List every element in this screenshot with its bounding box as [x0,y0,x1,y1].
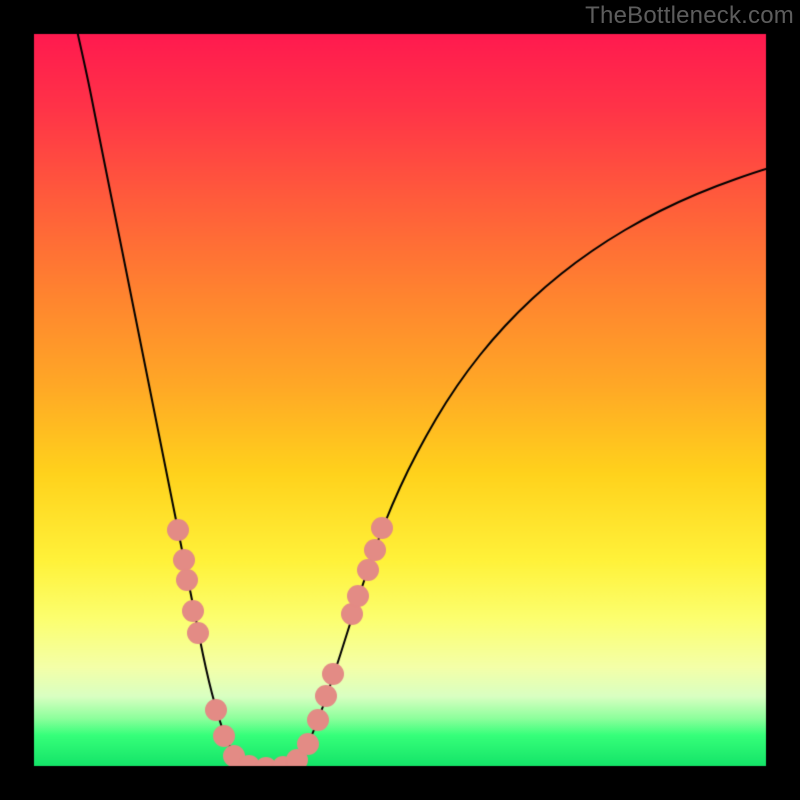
chart-stage: TheBottleneck.com [0,0,800,800]
bottleneck-curve-chart [0,0,800,800]
